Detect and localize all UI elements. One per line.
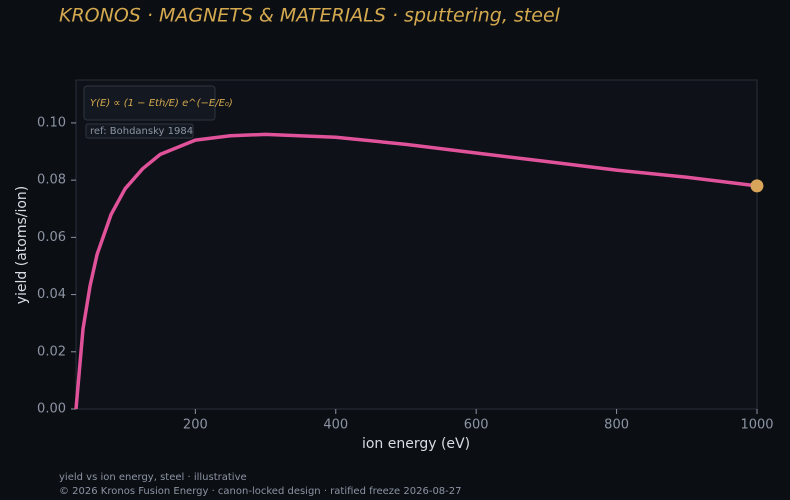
end-marker: [750, 179, 764, 193]
chart-title: KRONOS · MAGNETS & MATERIALS · sputterin…: [59, 5, 561, 27]
note: ref: Bohdansky 1984: [90, 126, 193, 137]
y-tick-label: 0.10: [37, 115, 66, 130]
y-tick-label: 0.08: [37, 173, 66, 188]
note-box: [85, 123, 194, 139]
x-tick-label: 200: [183, 418, 208, 433]
footer: © 2026 Kronos Fusion Energy · canon-lock…: [59, 486, 462, 497]
x-tick-label: 1000: [740, 418, 773, 433]
formula-box: [83, 85, 216, 121]
formula: Y(E) ∝ (1 − Eth/E) e^(−E/E₀): [90, 98, 233, 109]
y-tick-label: 0.04: [37, 287, 66, 302]
y-tick-label: 0.02: [37, 344, 66, 359]
y-tick-label: 0.00: [37, 402, 66, 417]
footer: yield vs ion energy, steel · illustrativ…: [59, 472, 247, 483]
y-axis-label: yield (atoms/ion): [14, 186, 30, 305]
x-tick-label: 600: [464, 418, 489, 433]
x-tick-label: 400: [323, 418, 348, 433]
x-axis-label: ion energy (eV): [362, 436, 470, 452]
x-tick-label: 800: [604, 418, 629, 433]
y-tick-label: 0.06: [37, 230, 66, 245]
data-line: [74, 132, 758, 410]
